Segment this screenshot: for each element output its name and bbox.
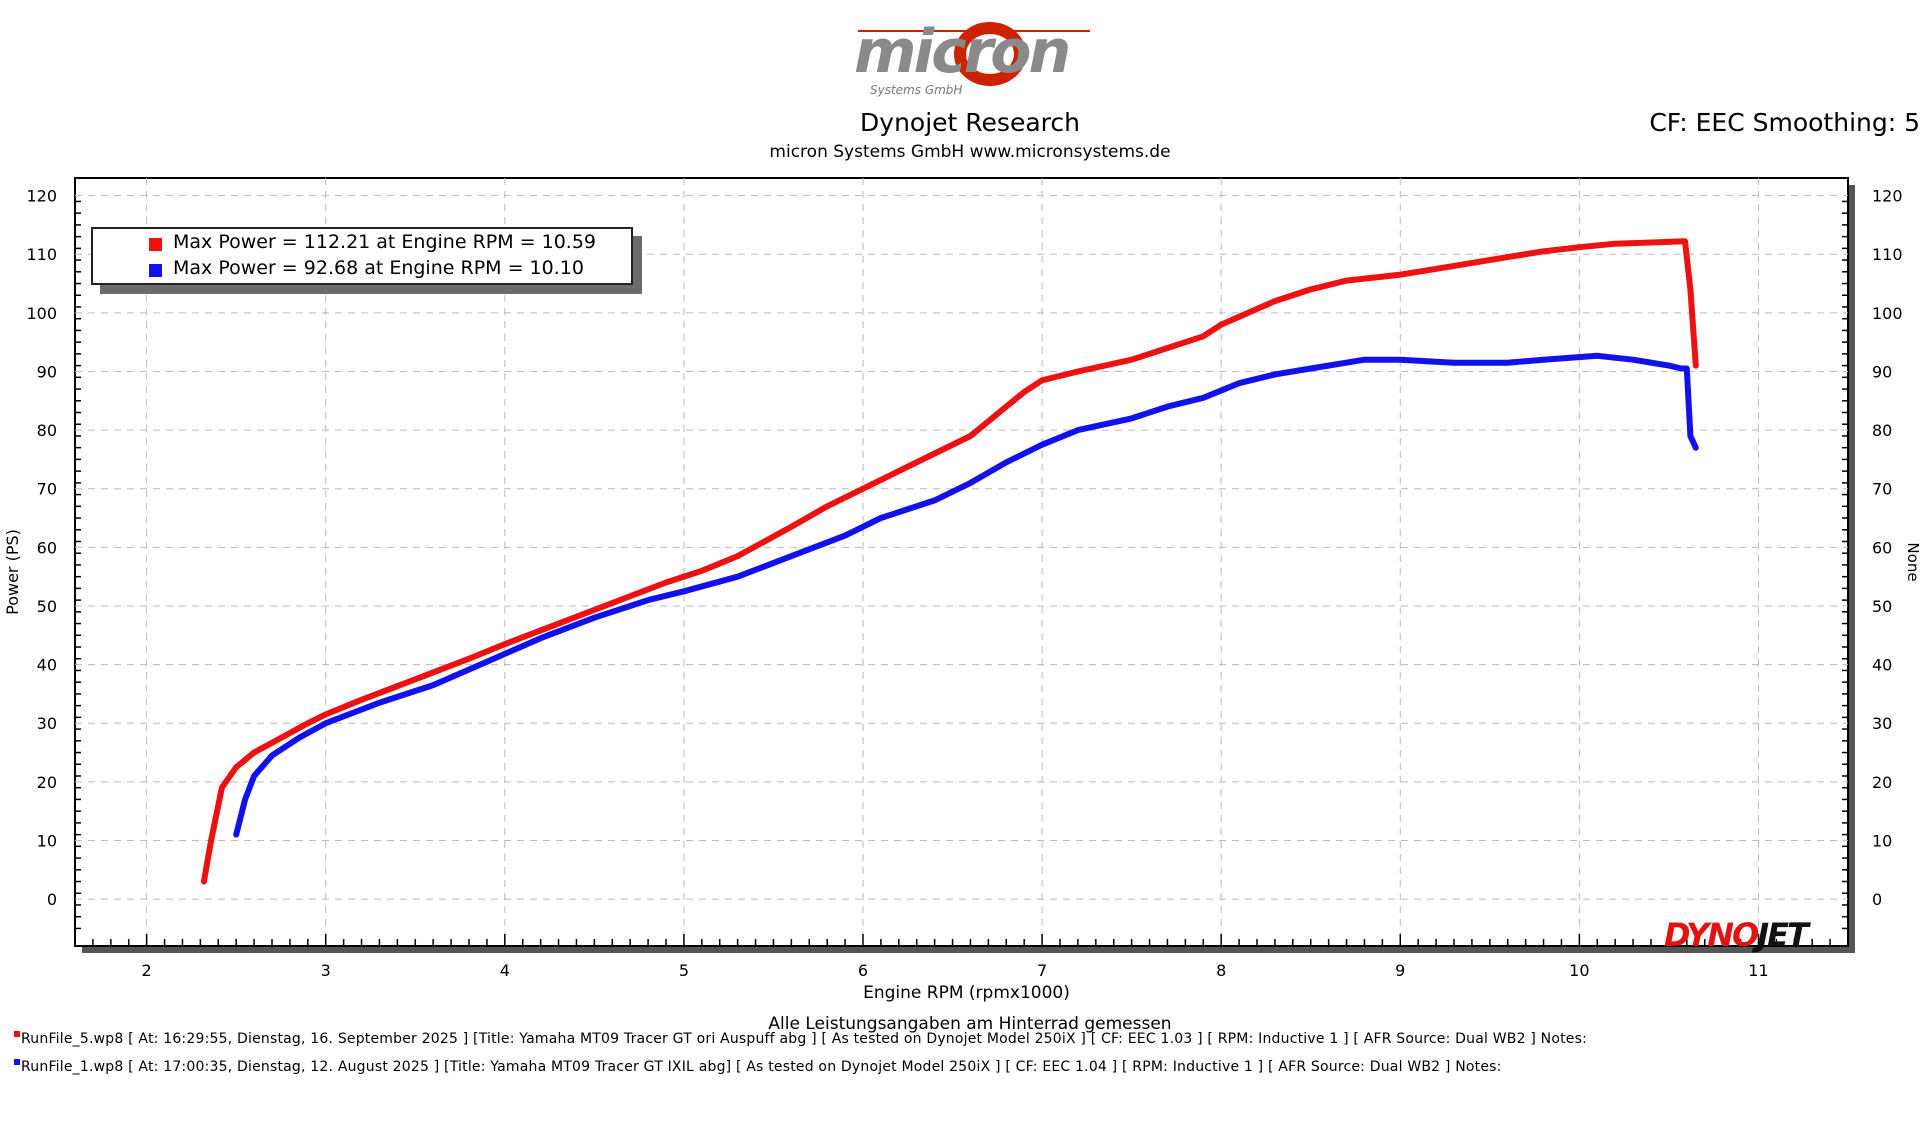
x-tick-label: 6 [858,961,868,980]
cf-label: CF: EEC Smoothing: 5 [1649,108,1920,137]
y-tick-label-left: 70 [37,480,57,499]
micron-logo: micron Systems GmbH [854,17,1090,97]
logo-subtext: Systems GmbH [870,83,962,97]
y-tick-label-left: 40 [37,656,57,675]
y-tick-label-left: 100 [26,304,57,323]
x-axis-label: Engine RPM (rpmx1000) [863,983,1070,1003]
y-tick-label-right: 110 [1872,245,1903,264]
y-tick-label-right: 120 [1872,187,1903,206]
x-tick-label: 7 [1037,961,1047,980]
y-tick-label-right: 60 [1872,538,1892,557]
x-tick-label: 4 [500,961,510,980]
plot-area [74,177,1849,947]
y-tick-label-left: 10 [37,831,57,850]
series-line-1 [200,238,1699,885]
y-tick-label-right: 30 [1872,714,1892,733]
y-tick-label-right: 10 [1872,831,1892,850]
run-info-2: RunFile_1.wp8 [ At: 17:00:35, Dienstag, … [14,1059,1502,1075]
y-tick-label-left: 50 [37,597,57,616]
y-tick-label-right: 80 [1872,421,1892,440]
y-tick-label-left: 0 [47,890,57,909]
y-tick-label-right: 0 [1872,890,1882,909]
y-tick-label-right: 50 [1872,597,1892,616]
legend-entry-run1: Max Power = 112.21 at Engine RPM = 10.59 [173,231,597,253]
x-tick-label: 8 [1216,961,1226,980]
run-info-1: RunFile_5.wp8 [ At: 16:29:55, Dienstag, … [14,1031,1587,1047]
chart-subtitle: micron Systems GmbH www.micronsystems.de [769,142,1171,162]
x-tick-label: 11 [1748,961,1768,980]
dynojet-brand-dyno: DYNO [1664,916,1759,954]
x-tick-label: 3 [321,961,331,980]
legend-swatch-run2 [149,264,162,277]
y-tick-label-left: 90 [37,362,57,381]
y-tick-label-right: 90 [1872,362,1892,381]
dynojet-brand: DYNOJET [1664,916,1809,954]
legend-entry-run2: Max Power = 92.68 at Engine RPM = 10.10 [173,257,584,279]
x-tick-label: 10 [1569,961,1589,980]
y-tick-label-left: 20 [37,773,57,792]
y-tick-label-left: 110 [26,245,57,264]
y-tick-label-left: 30 [37,714,57,733]
y-tick-label-right: 100 [1872,304,1903,323]
logo-text: micron [854,17,1068,87]
x-tick-label: 9 [1395,961,1405,980]
right-axis-label: None [1904,542,1920,581]
legend-swatch-run1 [149,238,162,251]
y-tick-label-right: 40 [1872,656,1892,675]
y-tick-label-left: 80 [37,421,57,440]
x-tick-label: 5 [679,961,689,980]
y-tick-label-left: 120 [26,187,57,206]
footnote: Alle Leistungsangaben am Hinterrad gemes… [768,1014,1172,1034]
run-info-2-text: RunFile_1.wp8 [ At: 17:00:35, Dienstag, … [21,1059,1502,1075]
y-axis-label: Power (PS) [3,529,22,615]
run-marker-1 [14,1031,20,1037]
logo-ring [954,22,1026,86]
chart-title: Dynojet Research [860,108,1080,137]
x-tick-label: 2 [142,961,152,980]
run-info-1-text: RunFile_5.wp8 [ At: 16:29:55, Dienstag, … [21,1031,1587,1047]
dynojet-brand-jet: JET [1757,916,1809,954]
y-tick-label-right: 20 [1872,773,1892,792]
y-tick-label-right: 70 [1872,480,1892,499]
legend: Max Power = 112.21 at Engine RPM = 10.59… [91,227,633,285]
y-tick-label-left: 60 [37,538,57,557]
run-marker-2 [14,1059,20,1065]
series-line-2 [233,352,1699,838]
